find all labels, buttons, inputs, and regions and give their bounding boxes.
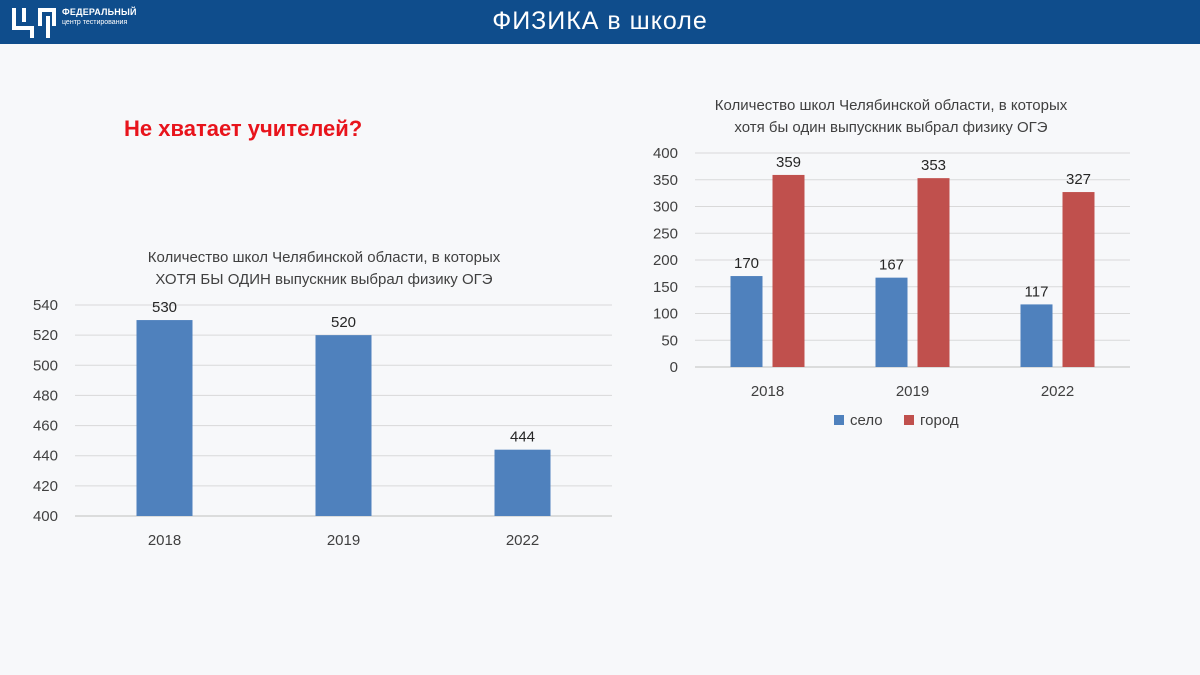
y-tick-label: 540 bbox=[33, 297, 58, 314]
y-tick-label: 300 bbox=[653, 199, 678, 216]
y-tick-label: 460 bbox=[33, 418, 58, 435]
data-label: 520 bbox=[331, 314, 356, 331]
bar bbox=[772, 174, 805, 367]
bar bbox=[136, 320, 193, 516]
data-label: 170 bbox=[734, 255, 759, 272]
bar bbox=[315, 335, 372, 516]
y-tick-label: 400 bbox=[33, 508, 58, 525]
data-label: 353 bbox=[921, 157, 946, 174]
x-tick-label: 2019 bbox=[327, 532, 360, 549]
bar bbox=[917, 178, 950, 367]
legend-label: город bbox=[920, 412, 959, 429]
y-tick-label: 0 bbox=[670, 359, 678, 376]
data-label: 167 bbox=[879, 257, 904, 274]
bar bbox=[1020, 304, 1053, 367]
data-label: 327 bbox=[1066, 171, 1091, 188]
y-tick-label: 200 bbox=[653, 252, 678, 269]
logo-text: ФЕДЕРАЛЬНЫЙ центр тестирования bbox=[62, 7, 137, 27]
y-tick-label: 350 bbox=[653, 172, 678, 189]
legend-swatch bbox=[834, 415, 844, 425]
data-label: 530 bbox=[152, 299, 177, 316]
header-bar: ФЕДЕРАЛЬНЫЙ центр тестирования ФИЗИКА в … bbox=[0, 0, 1200, 44]
x-tick-label: 2022 bbox=[1041, 383, 1074, 400]
y-tick-label: 520 bbox=[33, 327, 58, 344]
y-tick-label: 150 bbox=[653, 279, 678, 296]
chart-title-line: хотя бы один выпускник выбрал физику ОГЭ bbox=[734, 119, 1047, 136]
logo-line1: ФЕДЕРАЛЬНЫЙ bbox=[62, 7, 137, 17]
y-tick-label: 420 bbox=[33, 478, 58, 495]
x-tick-label: 2018 bbox=[751, 383, 784, 400]
x-tick-label: 2018 bbox=[148, 532, 181, 549]
y-tick-label: 480 bbox=[33, 387, 58, 404]
y-tick-label: 400 bbox=[653, 145, 678, 162]
y-tick-label: 500 bbox=[33, 357, 58, 374]
page-title: ФИЗИКА в школе bbox=[492, 7, 708, 35]
x-tick-label: 2022 bbox=[506, 532, 539, 549]
bar bbox=[875, 277, 908, 367]
y-tick-label: 440 bbox=[33, 448, 58, 465]
chart-title-line: Количество школ Челябинской области, в к… bbox=[148, 249, 501, 266]
y-tick-label: 50 bbox=[661, 332, 678, 349]
legend-swatch bbox=[904, 415, 914, 425]
y-tick-label: 100 bbox=[653, 306, 678, 323]
data-label: 117 bbox=[1025, 283, 1049, 300]
chart-title-line: Количество школ Челябинской области, в к… bbox=[715, 97, 1068, 114]
bar bbox=[494, 449, 551, 516]
y-tick-label: 250 bbox=[653, 225, 678, 242]
ftc-logo bbox=[12, 8, 56, 38]
x-tick-label: 2019 bbox=[896, 383, 929, 400]
data-label: 444 bbox=[510, 429, 535, 446]
chart-title-line: ХОТЯ БЫ ОДИН выпускник выбрал физику ОГЭ bbox=[155, 271, 492, 288]
data-label: 359 bbox=[776, 154, 801, 171]
bar bbox=[730, 276, 763, 367]
headline-question: Не хватает учителей? bbox=[124, 116, 363, 141]
logo-line2: центр тестирования bbox=[62, 19, 128, 26]
bar bbox=[1062, 192, 1095, 367]
legend-label: село bbox=[850, 412, 883, 429]
